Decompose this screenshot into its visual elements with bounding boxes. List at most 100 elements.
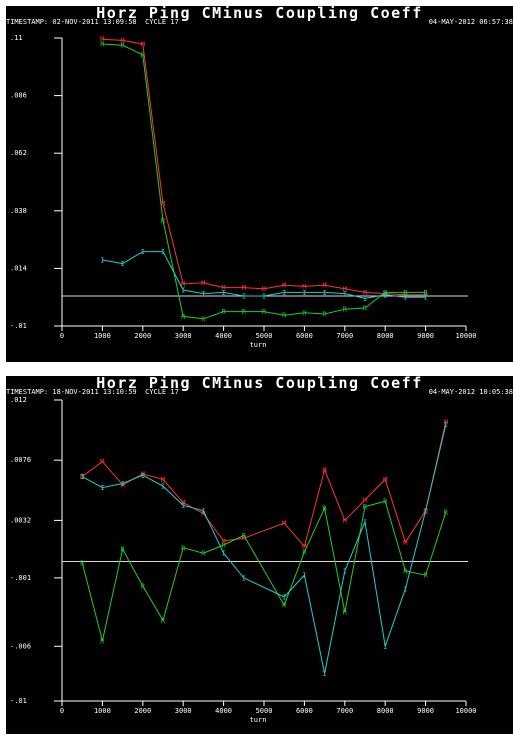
data-point: I [242,293,246,301]
data-point: M [423,291,427,299]
data-point: M [302,543,306,551]
x-axis-label: turn [250,341,267,349]
y-tick-label: -.01 [10,697,27,705]
data-point: M [363,496,367,504]
data-point: R [221,308,226,316]
data-point: R [302,548,307,556]
y-tick-label: .062 [10,149,27,157]
data-point: R [383,289,388,297]
x-tick-label: 2000 [134,332,151,340]
data-point: I [201,507,205,515]
data-point: M [343,517,347,525]
x-tick-label: 10000 [455,707,476,715]
data-point: I [80,473,84,481]
y-tick-label: .11 [10,34,23,42]
x-tick-label: 0 [60,332,64,340]
series-line-1 [81,421,447,548]
data-point: I [343,290,347,298]
y-tick-label: .012 [10,396,27,404]
chart-plot-1: .11 .086 .062 .038 .014 -.01 0 1000 2000 3000 4000… [10,34,477,349]
data-point: I [100,484,104,492]
data-point: I [201,290,205,298]
data-point: R [282,602,287,610]
data-point: I [403,294,407,302]
data-point: M [242,535,246,543]
data-point: R [423,572,428,580]
data-point: M [302,283,306,291]
data-point: M [100,36,104,44]
x-tick-label: 8000 [377,707,394,715]
data-point: R [423,289,428,297]
data-point: M [403,291,407,299]
data-point: M [383,290,387,298]
data-point: M [403,539,407,547]
data-point: I [262,293,266,301]
timestamp-right: 04-MAY-2012 06:57:38 [428,18,513,26]
series-line-2 [81,500,447,641]
data-point: R [181,313,186,321]
data-point: M [141,41,145,49]
data-point: R [120,546,125,554]
data-point: R [141,51,146,59]
y-tick-label: -.01 [10,322,27,330]
y-tick-label: .0032 [10,516,31,524]
x-tick-label: 7000 [336,332,353,340]
data-point: R [242,532,247,540]
data-point: M [343,285,347,293]
data-point: I [161,248,165,256]
x-tick-label: 1000 [94,707,111,715]
data-point: I [403,585,407,593]
chart-panel-2: Horz Ping CMinus Coupling Coeff TIMESTAM… [6,376,513,734]
data-point: I [242,574,246,582]
y-tick-label: -.001 [10,574,31,582]
data-point: M [201,510,205,518]
data-point: M [282,282,286,290]
data-point: R [363,503,368,511]
data-point: I [363,518,367,526]
data-point: M [181,281,185,289]
data-point: M [262,285,266,293]
data-point: M [282,520,286,528]
data-point: R [343,609,348,617]
data-point: R [161,217,166,225]
x-tick-label: 9000 [417,332,434,340]
data-point: I [141,472,145,480]
data-point: I [383,643,387,651]
data-point: I [120,480,124,488]
x-tick-label: 6000 [296,332,313,340]
x-tick-label: 1000 [94,332,111,340]
data-point: I [322,289,326,297]
y-tick-label: .086 [10,92,27,100]
data-point: I [343,568,347,576]
chart-panel-1: Horz Ping CMinus Coupling Coeff TIMESTAM… [6,6,513,362]
x-tick-label: 4000 [215,707,232,715]
data-point: M [322,466,326,474]
x-tick-label: 8000 [377,332,394,340]
x-tick-label: 3000 [175,707,192,715]
data-point: R [282,312,287,320]
y-tick-label: .038 [10,207,27,215]
series-line-2 [102,43,426,320]
x-tick-label: 5000 [256,707,273,715]
data-point: R [120,42,125,50]
data-point: R [383,498,388,506]
data-point: I [181,287,185,295]
data-point: I [363,295,367,303]
data-point: I [221,550,225,558]
data-point: R [343,306,348,314]
data-point: I [423,294,427,302]
x-tick-label: 10000 [455,332,476,340]
data-point: I [322,670,326,678]
data-point: M [221,537,225,545]
data-point: R [322,505,327,513]
chart-title: Horz Ping CMinus Coupling Coeff [96,6,423,22]
data-point: M [100,458,104,466]
timestamp-left: TIMESTAMP: 02-NOV-2011 13:09:58 CYCLE 17 [6,18,179,26]
data-point: I [423,507,427,515]
data-point: R [262,308,267,316]
series-line-3 [102,251,426,299]
data-point: R [322,311,327,319]
x-tick-label: 2000 [134,707,151,715]
data-point: I [282,289,286,297]
data-point: R [201,315,206,323]
